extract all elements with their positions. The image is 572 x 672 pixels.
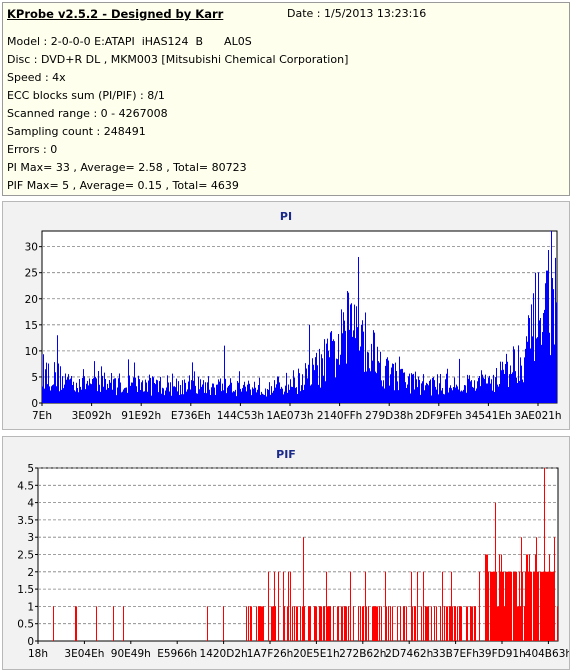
pi-series <box>42 231 557 403</box>
x-tick-label: 404B63h <box>525 648 569 660</box>
y-tick-label: 5 <box>31 372 38 384</box>
pi-chart-panel: PI 0 5 10 15 20 25 30 7Eh 3E092h 91E92h E736Eh 144C… <box>2 201 570 430</box>
y-tick-label: 0 <box>31 398 38 410</box>
y-tick-label: 20 <box>25 294 38 306</box>
x-tick-label: 272B62h <box>339 648 386 660</box>
x-tick-label: E736Eh <box>171 410 211 422</box>
pi-bars <box>42 231 557 403</box>
x-tick-label: 3E04Eh <box>64 648 104 660</box>
x-tick-label: 34541Eh <box>465 410 512 422</box>
y-tick-label: 15 <box>25 320 38 332</box>
y-tick-label: 1.5 <box>17 584 34 596</box>
pif-series <box>53 468 558 641</box>
ecc-line: ECC blocks sum (PI/PIF) : 8/1 <box>7 89 165 102</box>
y-tick-label: 3 <box>27 532 34 544</box>
x-tick-label: 2140FFh <box>317 410 362 422</box>
pi-chart-title: PI <box>280 210 292 223</box>
x-tick-label: E5966h <box>157 648 197 660</box>
x-tick-label: 91E92h <box>121 410 161 422</box>
pi-chart: PI 0 5 10 15 20 25 30 7Eh 3E092h 91E92h E736Eh 144C… <box>25 210 562 422</box>
x-tick-label: 18h <box>28 648 48 660</box>
x-tick-label: 1420D2h <box>200 648 248 660</box>
pif-chart: PIF 0 0.5 1 1.5 2 2.5 3 3.5 4 4.5 5 18h 3E04Eh 90E49h… <box>17 448 569 660</box>
speed-line: Speed : 4x <box>7 71 66 84</box>
y-tick-label: 3.5 <box>17 515 34 527</box>
x-tick-label: 2D7462h <box>385 648 433 660</box>
y-tick-label: 2.5 <box>17 550 34 562</box>
sampling-line: Sampling count : 248491 <box>7 125 146 138</box>
y-tick-label: 4.5 <box>17 480 34 492</box>
y-tick-label: 4 <box>27 498 34 510</box>
y-tick-label: 5 <box>27 463 34 475</box>
y-tick-label: 25 <box>25 268 38 280</box>
pif-bars <box>53 468 558 641</box>
x-tick-label: 3AE021h <box>514 410 561 422</box>
x-tick-label: 1A7F26h <box>247 648 294 660</box>
x-tick-label: 2DF9FEh <box>415 410 462 422</box>
x-tick-label: 33B7EFh <box>432 648 479 660</box>
y-tick-label: 30 <box>25 242 38 254</box>
range-line: Scanned range : 0 - 4267008 <box>7 107 168 120</box>
pif-summary-line: PIF Max= 5 , Average= 0.15 , Total= 4639 <box>7 179 239 192</box>
x-tick-label: 90E49h <box>111 648 151 660</box>
scan-info-panel: KProbe v2.5.2 - Designed by Karr Date : … <box>2 2 570 196</box>
pif-chart-panel: PIF 0 0.5 1 1.5 2 2.5 3 3.5 4 4.5 5 18h 3E04Eh 90E49h… <box>2 436 570 670</box>
x-tick-label: 20E5E1h <box>293 648 340 660</box>
y-tick-label: 2 <box>27 567 34 579</box>
y-tick-label: 0 <box>27 636 34 648</box>
x-tick-label: 7Eh <box>32 410 52 422</box>
x-tick-label: 3E092h <box>72 410 112 422</box>
x-tick-label: 39FD91h <box>478 648 526 660</box>
x-tick-label: 279D38h <box>365 410 413 422</box>
errors-line: Errors : 0 <box>7 143 58 156</box>
x-tick-label: 144C53h <box>217 410 264 422</box>
y-tick-label: 0.5 <box>17 619 34 631</box>
y-tick-label: 1 <box>27 601 34 613</box>
y-tick-label: 10 <box>25 346 38 358</box>
pi-summary-line: PI Max= 33 , Average= 2.58 , Total= 8072… <box>7 161 247 174</box>
disc-line: Disc : DVD+R DL , MKM003 [Mitsubishi Che… <box>7 53 349 66</box>
pif-chart-title: PIF <box>276 448 296 461</box>
app-title: KProbe v2.5.2 - Designed by Karr <box>7 7 224 21</box>
x-tick-label: 1AE073h <box>266 410 313 422</box>
scan-date: Date : 1/5/2013 13:23:16 <box>287 7 427 20</box>
model-line: Model : 2-0-0-0 E:ATAPI iHAS124 B AL0S <box>7 35 252 48</box>
